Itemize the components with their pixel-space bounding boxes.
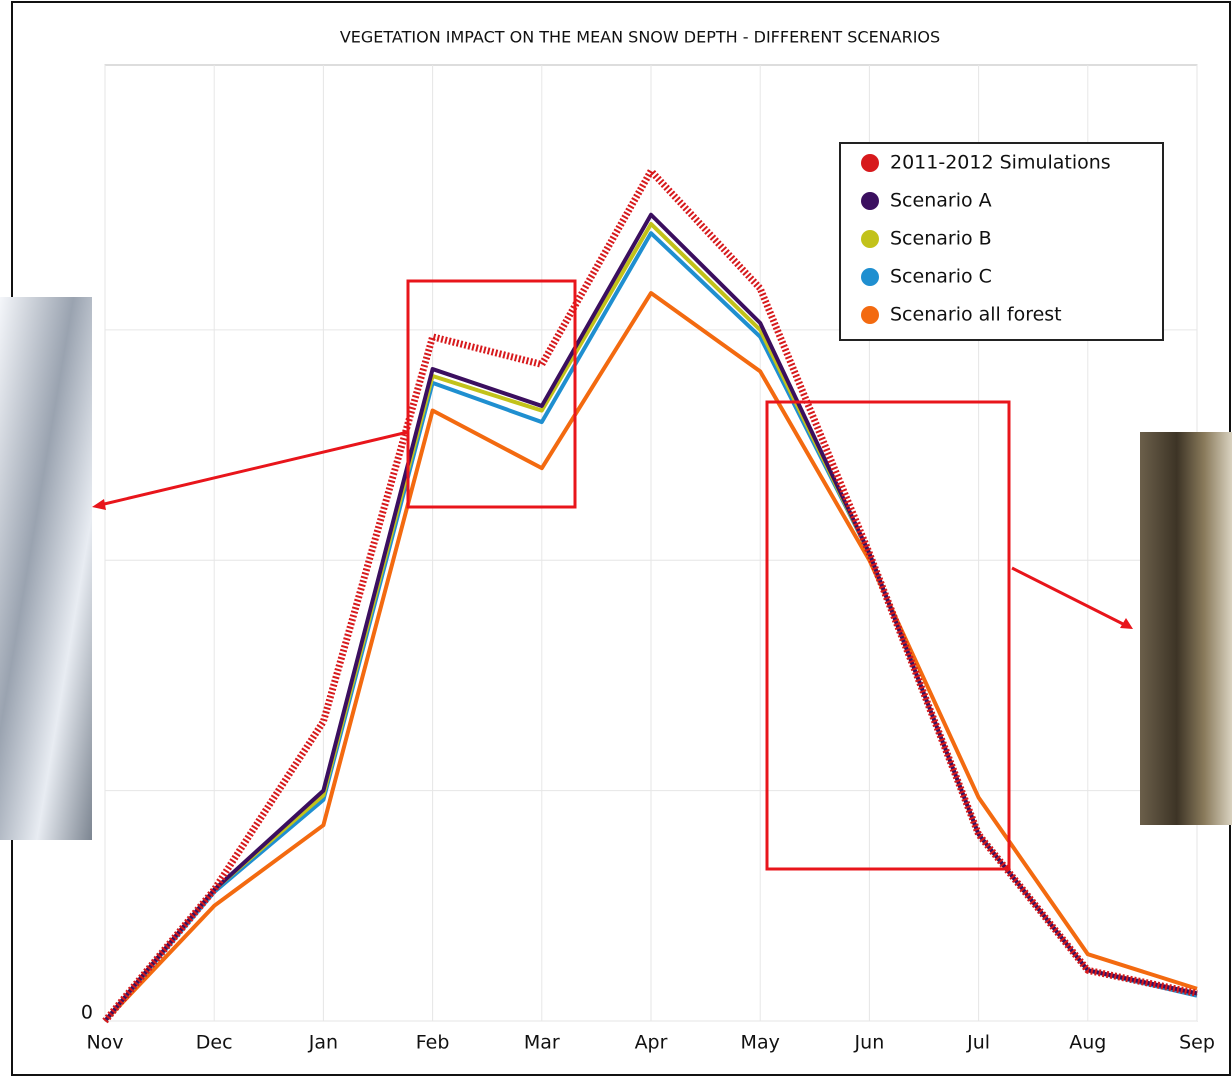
arrow — [99, 430, 409, 507]
x-tick-label: Dec — [196, 1032, 233, 1054]
series-line — [103, 291, 1198, 1023]
legend-marker — [861, 306, 879, 324]
legend — [839, 142, 1164, 341]
highlight-box — [765, 400, 1011, 871]
snow-photo — [0, 297, 92, 840]
x-tick-label: Apr — [635, 1032, 668, 1054]
x-tick-label: Feb — [416, 1032, 450, 1054]
legend-label: 2011-2012 Simulations — [890, 152, 1111, 174]
y-tick-label: 0 — [81, 1002, 93, 1024]
legend-marker — [861, 268, 879, 286]
x-tick-label: May — [741, 1032, 780, 1054]
chart-title: VEGETATION IMPACT ON THE MEAN SNOW DEPTH… — [340, 28, 940, 47]
legend-label: Scenario B — [890, 228, 992, 250]
legend-marker — [861, 192, 879, 210]
x-tick-label: Jun — [854, 1032, 885, 1054]
x-tick-label: Nov — [86, 1032, 123, 1054]
legend-marker — [861, 154, 879, 172]
x-tick-label: Sep — [1179, 1032, 1215, 1054]
legend-marker — [861, 230, 879, 248]
x-tick-label: Mar — [524, 1032, 560, 1054]
arrow-head — [1120, 618, 1133, 629]
arrow-head — [92, 499, 106, 510]
forest-photo — [1140, 432, 1232, 825]
legend-label: Scenario all forest — [890, 304, 1062, 326]
x-tick-label: Aug — [1069, 1032, 1106, 1054]
highlight-box — [406, 279, 577, 509]
x-tick-label: Jul — [966, 1032, 990, 1054]
series-line — [102, 167, 1198, 1024]
legend-label: Scenario A — [890, 190, 992, 212]
x-tick-label: Jan — [308, 1032, 338, 1054]
arrow — [1011, 566, 1126, 627]
legend-label: Scenario C — [890, 266, 992, 288]
